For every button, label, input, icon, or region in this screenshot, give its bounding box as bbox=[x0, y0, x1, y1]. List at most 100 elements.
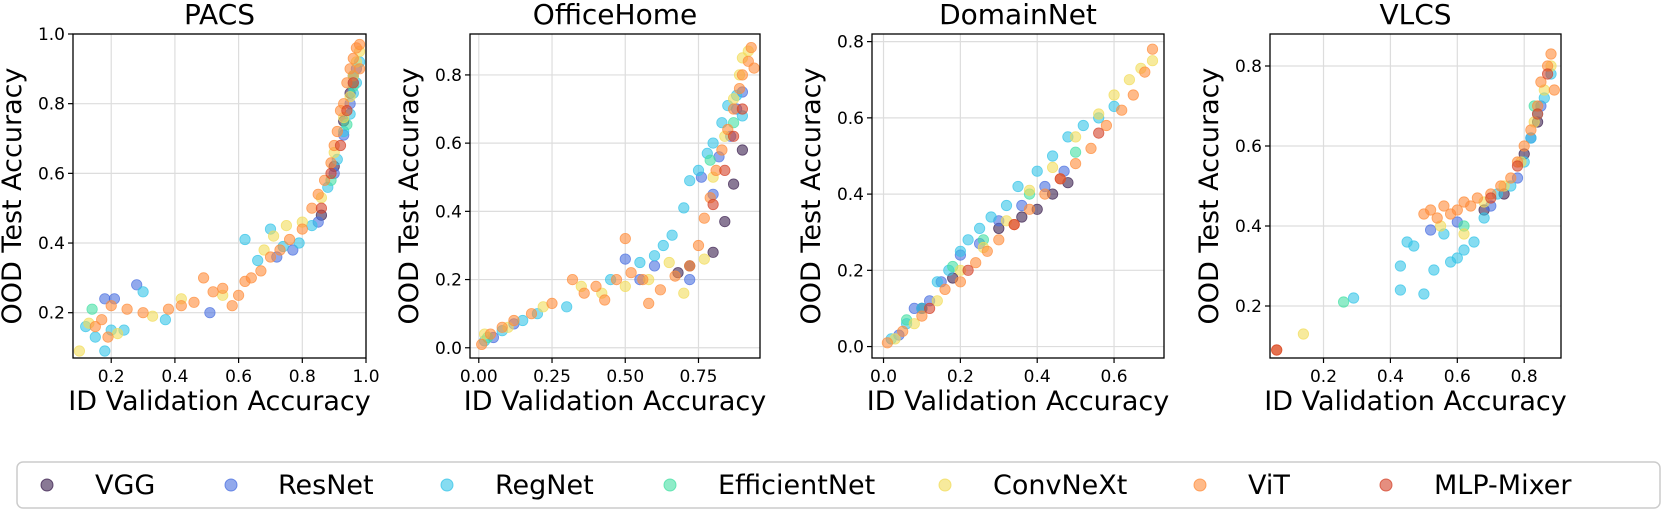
data-point bbox=[1478, 212, 1490, 224]
data-point bbox=[1116, 104, 1128, 116]
data-point bbox=[287, 244, 299, 256]
data-point bbox=[233, 289, 245, 301]
data-point bbox=[931, 276, 943, 288]
data-point bbox=[923, 302, 936, 314]
data-point bbox=[663, 256, 675, 269]
data-point bbox=[727, 130, 740, 142]
data-point bbox=[619, 253, 631, 265]
data-point bbox=[508, 314, 520, 327]
legend-item-regnet: RegNet bbox=[440, 470, 594, 501]
data-point bbox=[1495, 180, 1507, 192]
data-point bbox=[610, 273, 623, 286]
data-point bbox=[525, 308, 538, 320]
data-point bbox=[1431, 212, 1443, 224]
data-point bbox=[736, 103, 749, 115]
data-point bbox=[1146, 43, 1159, 55]
data-point bbox=[476, 338, 488, 350]
data-point bbox=[1023, 184, 1036, 196]
data-point bbox=[733, 83, 746, 95]
data-point bbox=[1471, 192, 1484, 204]
data-point bbox=[707, 198, 719, 211]
x-axis-label: ID Validation Accuracy bbox=[464, 386, 767, 417]
data-point bbox=[962, 264, 974, 276]
data-point bbox=[566, 273, 579, 286]
data-point bbox=[325, 157, 337, 169]
data-point bbox=[1085, 142, 1097, 154]
x-tick-label: 0.75 bbox=[680, 367, 718, 387]
data-point bbox=[619, 280, 631, 292]
data-point bbox=[727, 93, 740, 105]
data-point bbox=[954, 245, 967, 257]
series-regnet bbox=[885, 100, 1120, 345]
data-point bbox=[678, 287, 690, 299]
data-point bbox=[1394, 284, 1407, 296]
x-axis-label: ID Validation Accuracy bbox=[867, 386, 1170, 417]
series-mlp-mixer bbox=[315, 77, 359, 214]
data-point bbox=[684, 260, 696, 272]
data-point bbox=[745, 41, 757, 54]
chart-title: VLCS bbox=[1379, 0, 1451, 31]
data-point bbox=[162, 303, 175, 315]
data-point bbox=[280, 220, 292, 232]
data-point bbox=[643, 297, 655, 309]
y-tick-label: 0.4 bbox=[435, 202, 462, 222]
x-tick-label: 0.2 bbox=[947, 367, 974, 387]
data-point bbox=[648, 260, 661, 272]
data-point bbox=[484, 328, 497, 340]
y-axis-label: OOD Test Accuracy bbox=[796, 68, 827, 325]
data-point bbox=[1000, 199, 1013, 212]
data-point bbox=[736, 69, 749, 81]
legend-label: ResNet bbox=[278, 470, 374, 501]
data-point bbox=[881, 337, 894, 349]
data-point bbox=[1451, 252, 1463, 264]
y-tick-label: 0.0 bbox=[435, 339, 462, 359]
y-tick-label: 0.2 bbox=[1235, 297, 1262, 317]
data-point bbox=[105, 300, 117, 312]
data-point bbox=[692, 164, 705, 176]
data-point bbox=[1394, 260, 1407, 272]
x-tick-label: 0.2 bbox=[98, 367, 125, 387]
data-point bbox=[1008, 219, 1020, 231]
data-point bbox=[916, 310, 928, 322]
data-point bbox=[1100, 119, 1113, 132]
data-point bbox=[634, 256, 646, 269]
y-tick-label: 0.6 bbox=[435, 134, 462, 154]
legend: VGG ResNet RegNet EfficientNet ConvNeXt ViT ML… bbox=[16, 461, 1661, 509]
data-point bbox=[1425, 224, 1437, 236]
data-point bbox=[1338, 296, 1350, 308]
data-point bbox=[1468, 236, 1480, 248]
plot-frame bbox=[1269, 33, 1562, 359]
legend-marker bbox=[440, 478, 454, 492]
data-point bbox=[1425, 204, 1437, 216]
y-tick-label: 0.8 bbox=[837, 33, 864, 53]
data-point bbox=[204, 307, 216, 319]
data-point bbox=[258, 244, 270, 256]
data-point bbox=[137, 307, 149, 319]
data-point bbox=[341, 105, 353, 117]
chart-title: PACS bbox=[184, 0, 255, 31]
data-point bbox=[908, 318, 920, 330]
data-point bbox=[748, 62, 760, 74]
data-point bbox=[188, 296, 200, 308]
data-point bbox=[962, 234, 974, 246]
data-point bbox=[684, 273, 696, 286]
legend-marker bbox=[224, 478, 238, 492]
data-point bbox=[561, 301, 573, 313]
chart-pacs: 0.2 0.4 0.6 0.8 1.0 0.2 0.4 0.6 0.8 1.0 PACS ID Val… bbox=[0, 0, 380, 417]
y-tick-label: 0.6 bbox=[38, 164, 65, 184]
data-point bbox=[73, 345, 86, 357]
data-point bbox=[666, 229, 678, 241]
legend-item-vit: ViT bbox=[1193, 470, 1290, 501]
data-point bbox=[1093, 127, 1105, 139]
legend-label: EfficientNet bbox=[718, 470, 875, 501]
legend-label: ConvNeXt bbox=[993, 470, 1127, 501]
plots-area: 0.2 0.4 0.6 0.8 1.0 0.2 0.4 0.6 0.8 1.0 PACS ID Val… bbox=[0, 0, 1567, 417]
legend-marker bbox=[938, 478, 952, 492]
data-point bbox=[1070, 158, 1082, 170]
x-tick-label: 0.4 bbox=[1377, 367, 1404, 387]
data-point bbox=[1418, 288, 1430, 300]
data-point bbox=[1548, 84, 1560, 96]
legend-marker bbox=[40, 478, 54, 492]
data-point bbox=[1146, 55, 1159, 67]
series-convnext bbox=[73, 45, 366, 357]
